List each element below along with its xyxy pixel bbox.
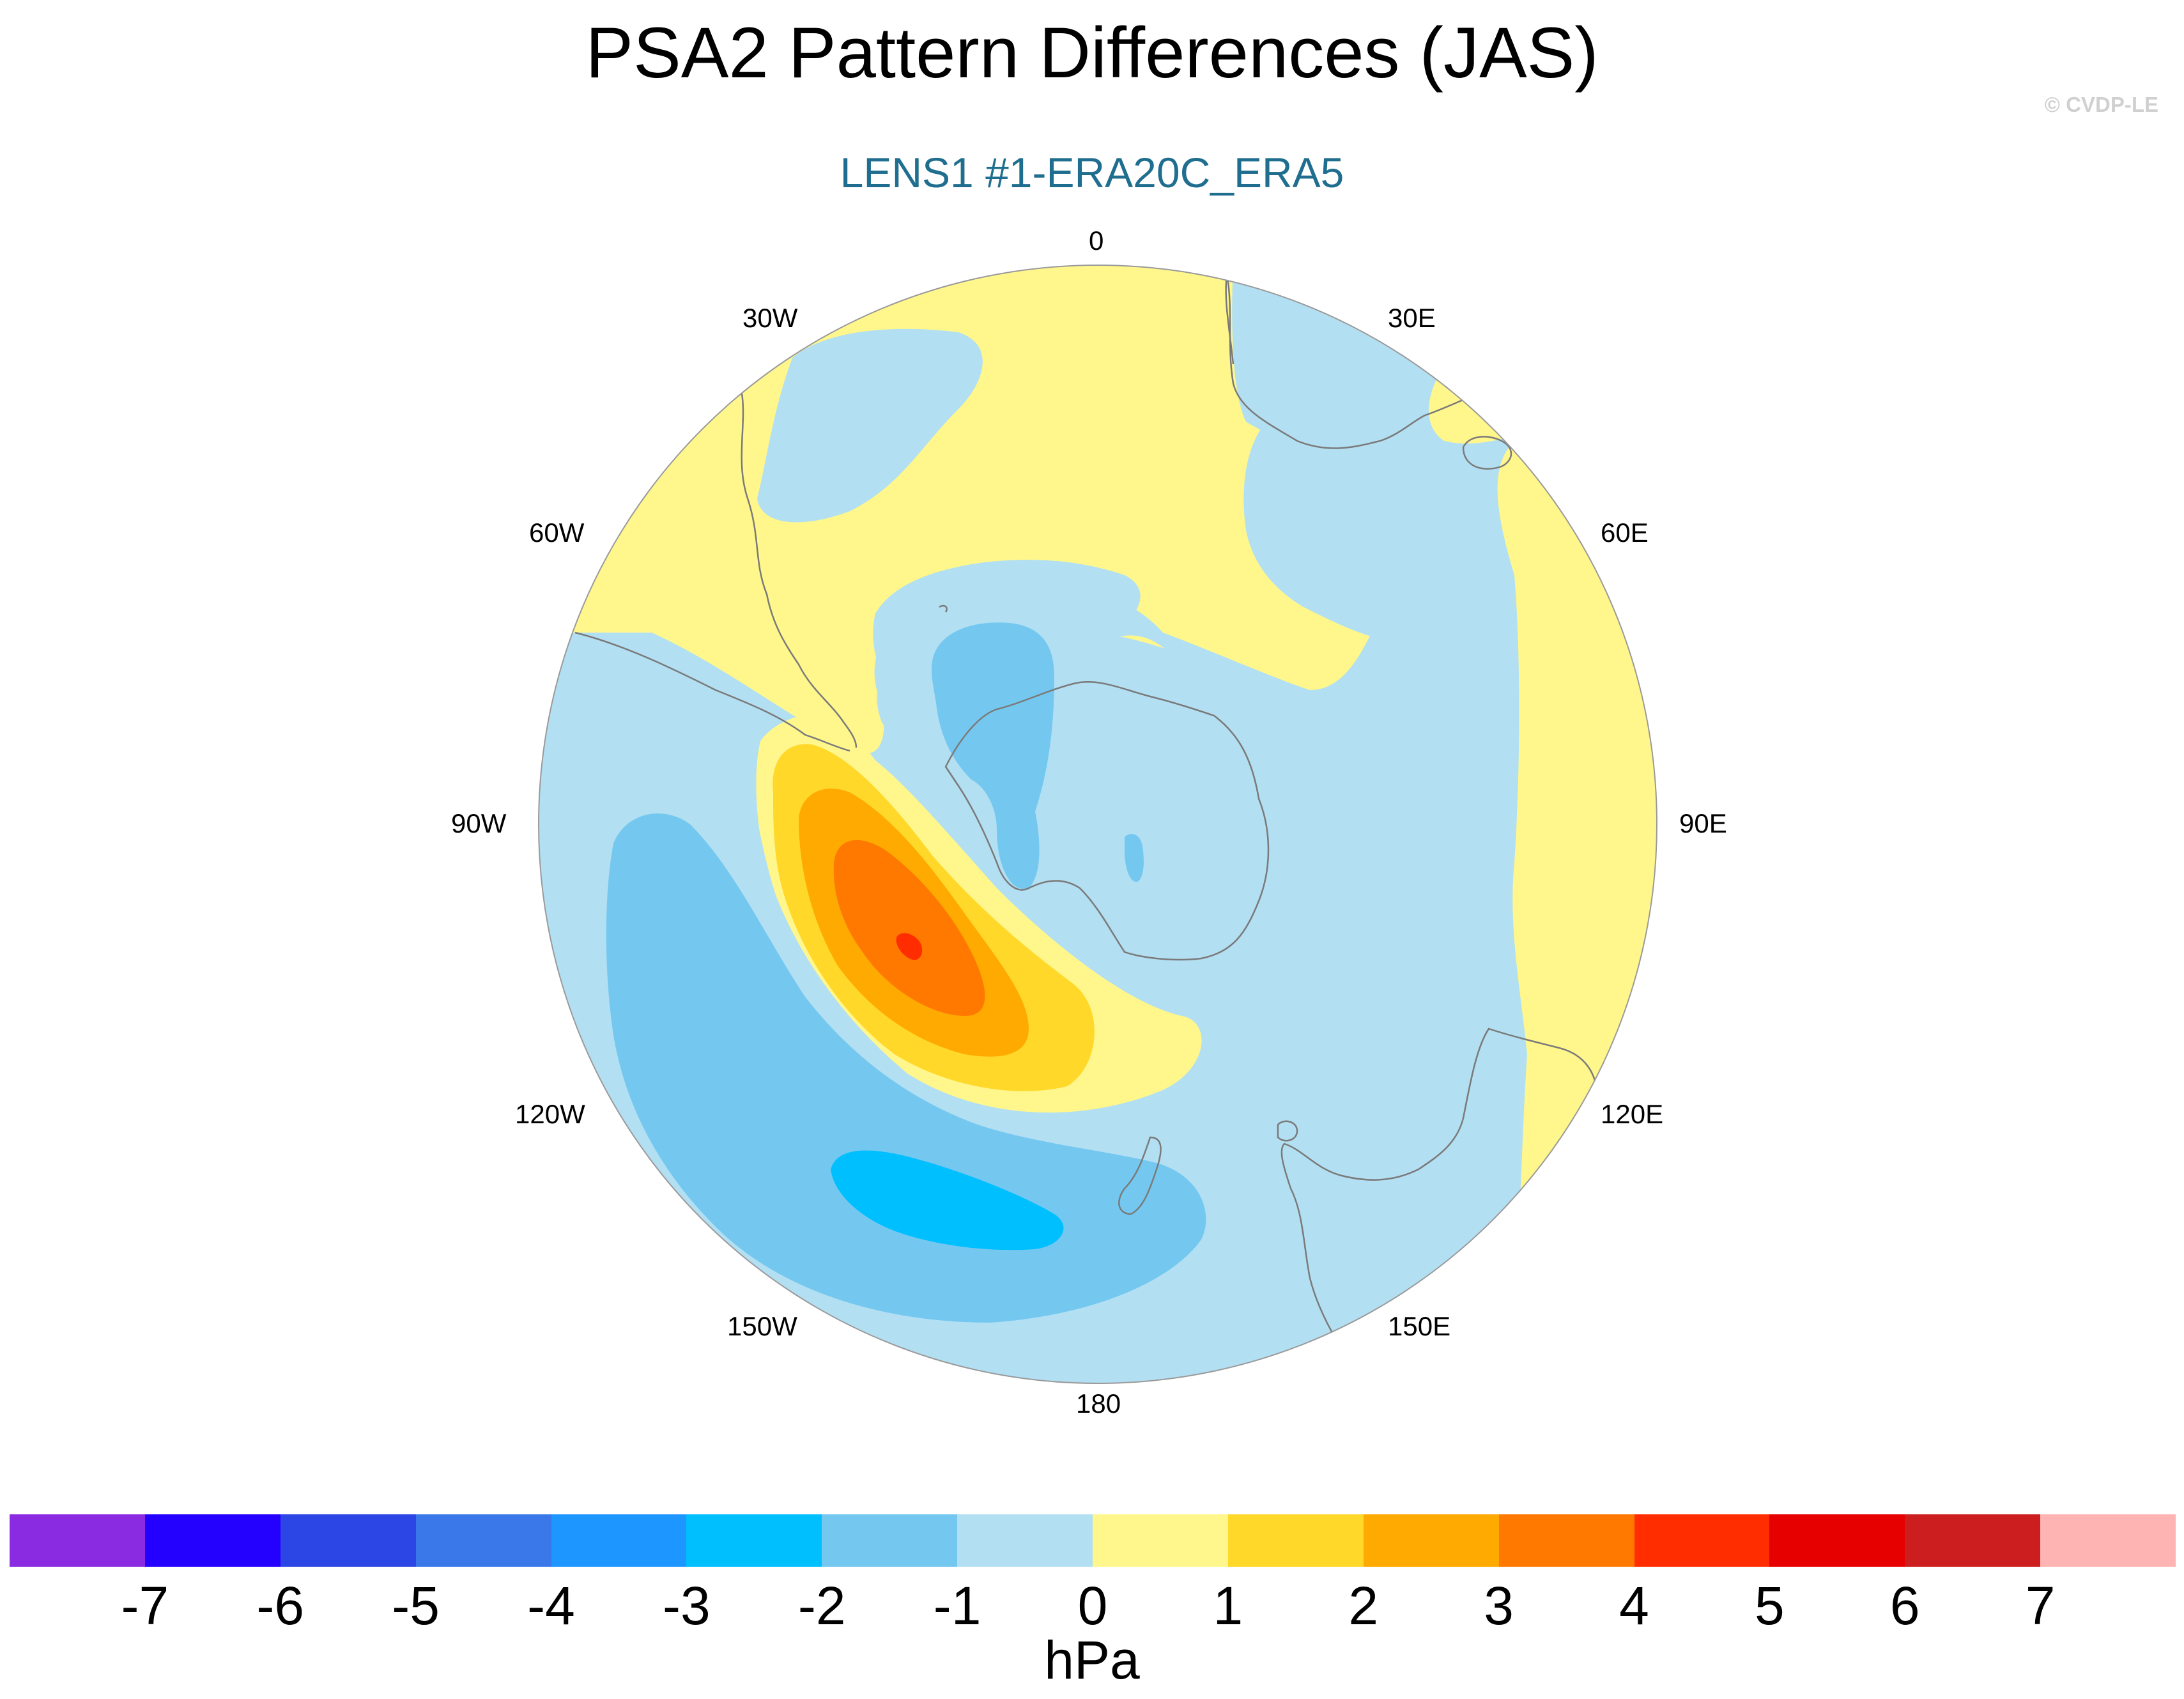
colorbar-box-2 bbox=[280, 1514, 416, 1567]
colorbar-tick-label: -3 bbox=[663, 1576, 711, 1636]
map-boundary bbox=[538, 265, 1657, 1384]
lon-label-150e: 150E bbox=[1388, 1311, 1451, 1341]
colorbar-tick-label: 1 bbox=[1213, 1576, 1243, 1636]
coast-madagascar bbox=[1462, 436, 1512, 470]
colorbar-tick-label: 7 bbox=[2025, 1576, 2056, 1636]
coast-south-georgia bbox=[939, 604, 948, 613]
colorbar-tick-label: -4 bbox=[527, 1576, 575, 1636]
lon-label-90e: 90E bbox=[1679, 808, 1727, 838]
lon-label-90w: 90W bbox=[451, 808, 507, 838]
colorbar-box-15 bbox=[2040, 1514, 2176, 1567]
lon-label-60e: 60E bbox=[1601, 518, 1649, 548]
field-negative-subantarctic-atlantic bbox=[877, 275, 1508, 1093]
colorbar-box-10 bbox=[1363, 1514, 1499, 1567]
colorbar-box-11 bbox=[1498, 1514, 1634, 1567]
coast-tasmania bbox=[1277, 1120, 1298, 1142]
colorbar-box-14 bbox=[1905, 1514, 2041, 1567]
field-positive-3to4 bbox=[833, 840, 985, 1016]
lon-label-0: 0 bbox=[1089, 226, 1104, 256]
colorbar-box-12 bbox=[1634, 1514, 1770, 1567]
colorbar-tick-label: -2 bbox=[797, 1576, 846, 1636]
colorbar-tick-label: 3 bbox=[1484, 1576, 1514, 1636]
coast-antarctica bbox=[944, 681, 1270, 961]
lon-label-120w: 120W bbox=[515, 1099, 585, 1129]
field-positive-east bbox=[1497, 265, 1657, 1383]
colorbar-box-9 bbox=[1227, 1514, 1364, 1567]
colorbar-box-13 bbox=[1769, 1514, 1905, 1567]
lon-label-150w: 150W bbox=[727, 1311, 797, 1341]
field-layer bbox=[539, 265, 1657, 1383]
colorbar-box-4 bbox=[551, 1514, 687, 1567]
field-negative-pacific-core bbox=[831, 1150, 1064, 1250]
colorbar-tick-label: 5 bbox=[1755, 1576, 1785, 1636]
colorbar-tick-label: -7 bbox=[121, 1576, 169, 1636]
colorbar bbox=[10, 1514, 2176, 1567]
field-positive-4to5 bbox=[896, 933, 923, 960]
coast-south-america-east bbox=[740, 389, 857, 748]
field-positive-north bbox=[539, 265, 1387, 754]
field-negative-weddell-core bbox=[931, 622, 1054, 889]
credit-text: © CVDP-LE bbox=[2044, 93, 2158, 116]
lon-label-30e: 30E bbox=[1388, 303, 1436, 333]
colorbar-box-8 bbox=[1093, 1514, 1228, 1567]
coast-africa-south bbox=[1226, 274, 1489, 449]
colorbar-box-1 bbox=[144, 1514, 281, 1567]
lon-label-180: 180 bbox=[1076, 1388, 1121, 1418]
lon-label-120e: 120E bbox=[1601, 1099, 1664, 1129]
colorbar-box-6 bbox=[822, 1514, 958, 1567]
colorbar-box-3 bbox=[415, 1514, 551, 1567]
page-title: PSA2 Pattern Differences (JAS) bbox=[585, 13, 1599, 93]
page-subtitle: LENS1 #1-ERA20C_ERA5 bbox=[840, 149, 1344, 196]
colorbar-box-0 bbox=[10, 1514, 145, 1567]
colorbar-box-7 bbox=[957, 1514, 1093, 1567]
colorbar-tick-label: 4 bbox=[1619, 1576, 1649, 1636]
field-negative-ross-island bbox=[1125, 834, 1144, 882]
field-negative-pacific-mid bbox=[606, 813, 1206, 1323]
coast-africa-west bbox=[1225, 274, 1234, 365]
lon-label-60w: 60W bbox=[529, 518, 585, 548]
colorbar-tick-label: 2 bbox=[1348, 1576, 1379, 1636]
field-negative-atlantic bbox=[757, 328, 983, 523]
coastlines bbox=[574, 274, 1599, 1361]
coast-south-america-west bbox=[574, 631, 850, 752]
colorbar-tick-label: -5 bbox=[392, 1576, 440, 1636]
lon-label-30w: 30W bbox=[742, 303, 798, 333]
colorbar-tick-label: -6 bbox=[256, 1576, 305, 1636]
colorbar-tick-label: -1 bbox=[933, 1576, 981, 1636]
colorbar-box-5 bbox=[686, 1514, 822, 1567]
colorbar-units: hPa bbox=[1044, 1630, 1140, 1690]
coast-new-zealand bbox=[1118, 1136, 1162, 1215]
colorbar-tick-label: 6 bbox=[1889, 1576, 1920, 1636]
colorbar-tick-label: 0 bbox=[1077, 1576, 1108, 1636]
